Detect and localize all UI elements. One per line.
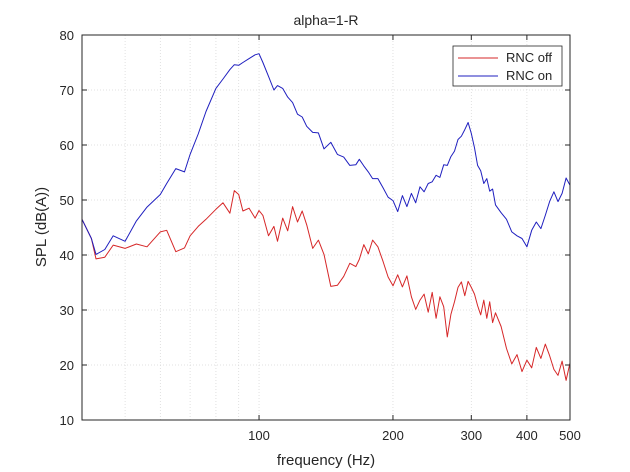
- y-tick-label: 20: [60, 358, 74, 373]
- x-axis-label: frequency (Hz): [277, 452, 375, 469]
- y-tick-label: 30: [60, 303, 74, 318]
- y-axis-label: SPL (dB(A)): [33, 187, 50, 267]
- x-tick-label: 300: [460, 428, 482, 443]
- legend-box: [452, 45, 563, 87]
- y-tick-label: 50: [60, 193, 74, 208]
- plot-frame: [81, 34, 571, 421]
- series-lines: [81, 53, 571, 381]
- y-tick-label: 10: [60, 413, 74, 428]
- x-tick-label: 200: [382, 428, 404, 443]
- grid: [82, 35, 570, 420]
- y-tick-label: 80: [60, 28, 74, 43]
- series-line-rnc-on: [81, 53, 571, 255]
- x-tick-label: 500: [559, 428, 581, 443]
- series-line-rnc-off: [81, 190, 571, 381]
- x-tick-label: 400: [516, 428, 538, 443]
- legend-label-rnc-on: RNC on: [506, 68, 552, 83]
- chart-title: alpha=1-R: [294, 12, 359, 28]
- y-tick-label: 40: [60, 248, 74, 263]
- plot-background: [82, 35, 570, 420]
- tick-marks: [82, 34, 571, 421]
- legend-label-rnc-off: RNC off: [506, 50, 552, 65]
- y-tick-label: 60: [60, 138, 74, 153]
- x-tick-label: 100: [248, 428, 270, 443]
- legend: RNC off RNC on: [452, 45, 563, 87]
- y-tick-label: 70: [60, 83, 74, 98]
- tick-labels: 10 20 30 40 50 60 70 80 100 200 300 400 500: [60, 28, 581, 443]
